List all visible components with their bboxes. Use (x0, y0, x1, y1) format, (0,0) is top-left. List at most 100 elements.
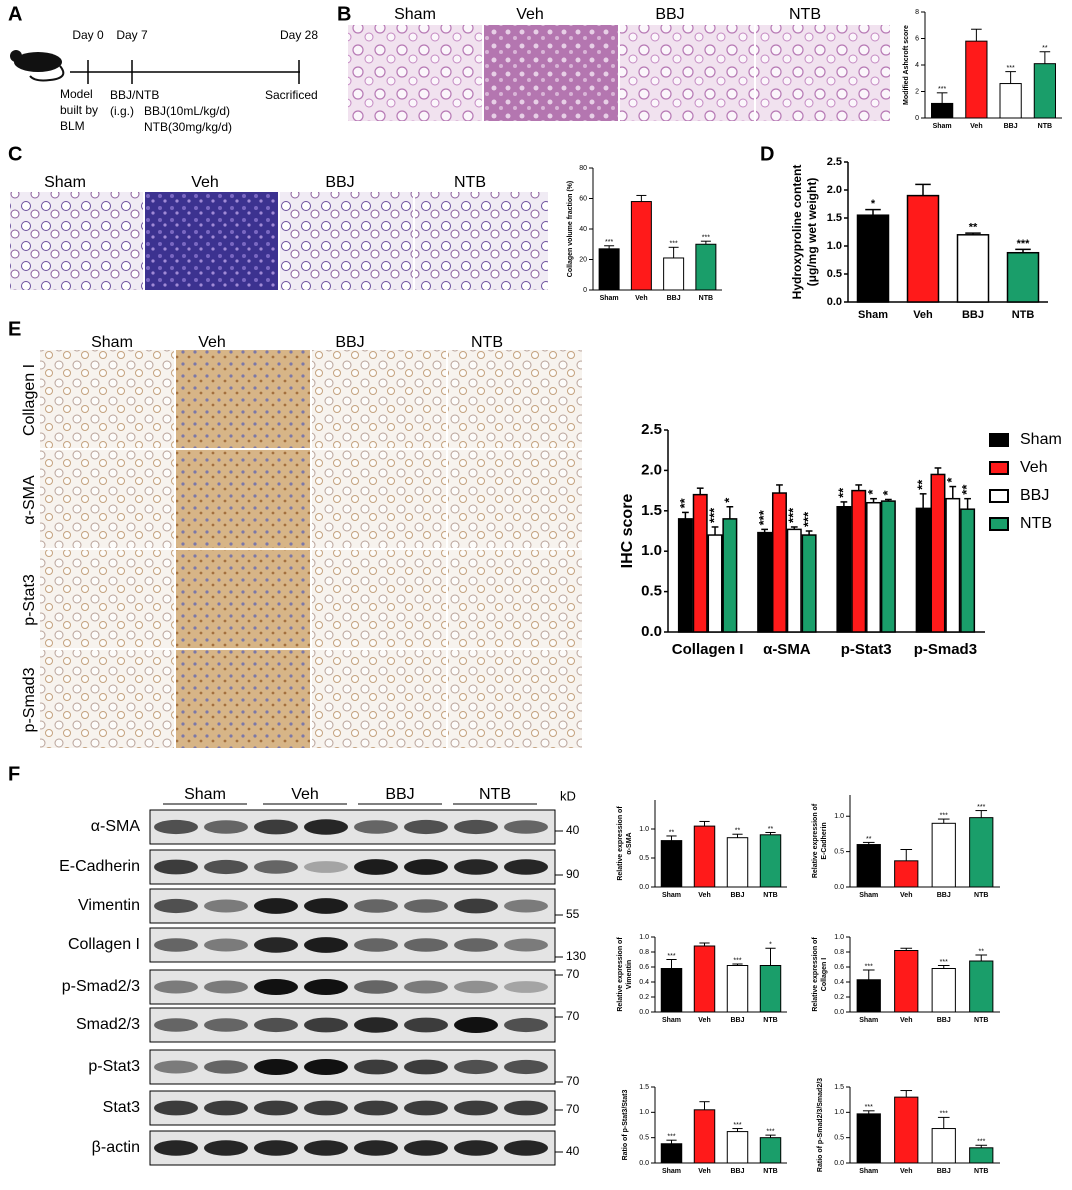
significance: *** (756, 509, 771, 525)
bar (693, 825, 716, 888)
x-tick-label: BBJ (937, 892, 951, 899)
blot-band (154, 980, 198, 994)
significance: * (865, 489, 880, 495)
blot-band (454, 819, 498, 835)
bar (856, 214, 890, 303)
kd-marker: 70 (566, 967, 580, 981)
y-tick-label: 1.5 (834, 1084, 844, 1091)
y-tick-label: 0.5 (834, 848, 844, 855)
blot-band (254, 1100, 298, 1116)
y-tick-label: 0.0 (827, 296, 842, 308)
y-axis-label: Collagen volume fraction (%) (567, 181, 574, 277)
group-label: BBJ (385, 786, 414, 803)
protein-label: E-Cadherin (59, 858, 140, 875)
kd-marker: 70 (566, 1009, 580, 1023)
blot-band (304, 1100, 348, 1116)
bar (931, 102, 954, 119)
bar (630, 201, 652, 291)
significance: *** (766, 1128, 774, 1135)
blot-band (504, 859, 548, 875)
y-tick-label: 1.5 (641, 502, 662, 519)
panel-label: E (8, 318, 21, 340)
protein-label: α-SMA (91, 818, 141, 835)
blot-band (154, 898, 198, 914)
x-tick-label: Sham (662, 1017, 681, 1024)
blot-band (204, 1018, 248, 1032)
y-tick-label: 0.0 (834, 884, 844, 891)
significance: ** (866, 836, 872, 843)
micrograph (312, 350, 446, 448)
blot-band (504, 1059, 548, 1075)
x-tick-label: NTB (974, 1168, 988, 1175)
blot-band (404, 899, 448, 913)
blot-band (304, 819, 348, 835)
x-tick-label: Sham (859, 1017, 878, 1024)
x-tick-label: Sham (662, 892, 681, 899)
x-tick-label: NTB (974, 1017, 988, 1024)
y-tick-label: 1.0 (834, 934, 844, 941)
micrograph (40, 550, 174, 648)
bar (771, 492, 787, 633)
x-tick-label: Sham (859, 1168, 878, 1175)
x-tick-label: Veh (698, 892, 710, 899)
blot-band (304, 861, 348, 873)
bar (851, 489, 867, 633)
blot-band (254, 1140, 298, 1156)
blot-band (254, 1017, 298, 1033)
blot-band (154, 1060, 198, 1074)
significance: *** (940, 959, 948, 966)
timeline-day: Day 28 (280, 28, 318, 42)
bar (1006, 251, 1040, 303)
protein-label: β-actin (92, 1139, 140, 1156)
micrograph (176, 650, 310, 748)
row-label: α-SMA (21, 475, 38, 525)
bar (856, 1113, 881, 1164)
micrograph (348, 25, 482, 121)
significance: *** (938, 86, 946, 93)
micrograph (280, 192, 413, 290)
group-label: Veh (516, 6, 544, 23)
bar (663, 257, 685, 291)
blot-band (354, 938, 398, 952)
significance: *** (977, 1139, 985, 1146)
timeline-day: Day 0 (72, 28, 104, 42)
bar (759, 834, 782, 888)
bar (726, 1131, 749, 1164)
micrograph (756, 25, 890, 121)
blot-band (404, 938, 448, 952)
x-tick-label: Veh (970, 123, 982, 130)
micrograph (40, 350, 174, 448)
x-tick-label: p-Stat3 (841, 641, 892, 658)
y-axis-label: Vimentin (626, 960, 633, 989)
x-tick-label: BBJ (937, 1017, 951, 1024)
y-tick-label: 2.5 (641, 421, 662, 438)
blot-band (454, 1059, 498, 1075)
blot-band (354, 1017, 398, 1033)
blot-band (504, 1100, 548, 1116)
bar (915, 507, 931, 633)
blot-band (254, 979, 298, 995)
y-tick-label: 1.5 (639, 1084, 649, 1091)
significance: *** (733, 1122, 741, 1129)
y-tick-label: 0.0 (639, 1009, 649, 1016)
significance: *** (670, 241, 678, 248)
micrograph (312, 650, 446, 748)
kd-marker: 40 (566, 1144, 580, 1158)
significance: *** (801, 511, 816, 527)
x-tick-label: Veh (900, 1017, 912, 1024)
legend-label: BBJ (1020, 487, 1049, 504)
group-label: Veh (291, 786, 319, 803)
y-tick-label: 0.0 (639, 1160, 649, 1167)
blot-band (354, 859, 398, 875)
bar (880, 500, 896, 633)
blot-band (454, 980, 498, 994)
significance: * (769, 942, 772, 949)
y-tick-label: 0.5 (641, 583, 662, 600)
bar (693, 945, 716, 1013)
micrograph (484, 25, 618, 121)
blot-band (504, 1017, 548, 1033)
row-label: Collagen I (21, 364, 38, 436)
y-axis-label: Modified Ashcroft score (903, 25, 910, 105)
group-label: NTB (789, 6, 821, 23)
